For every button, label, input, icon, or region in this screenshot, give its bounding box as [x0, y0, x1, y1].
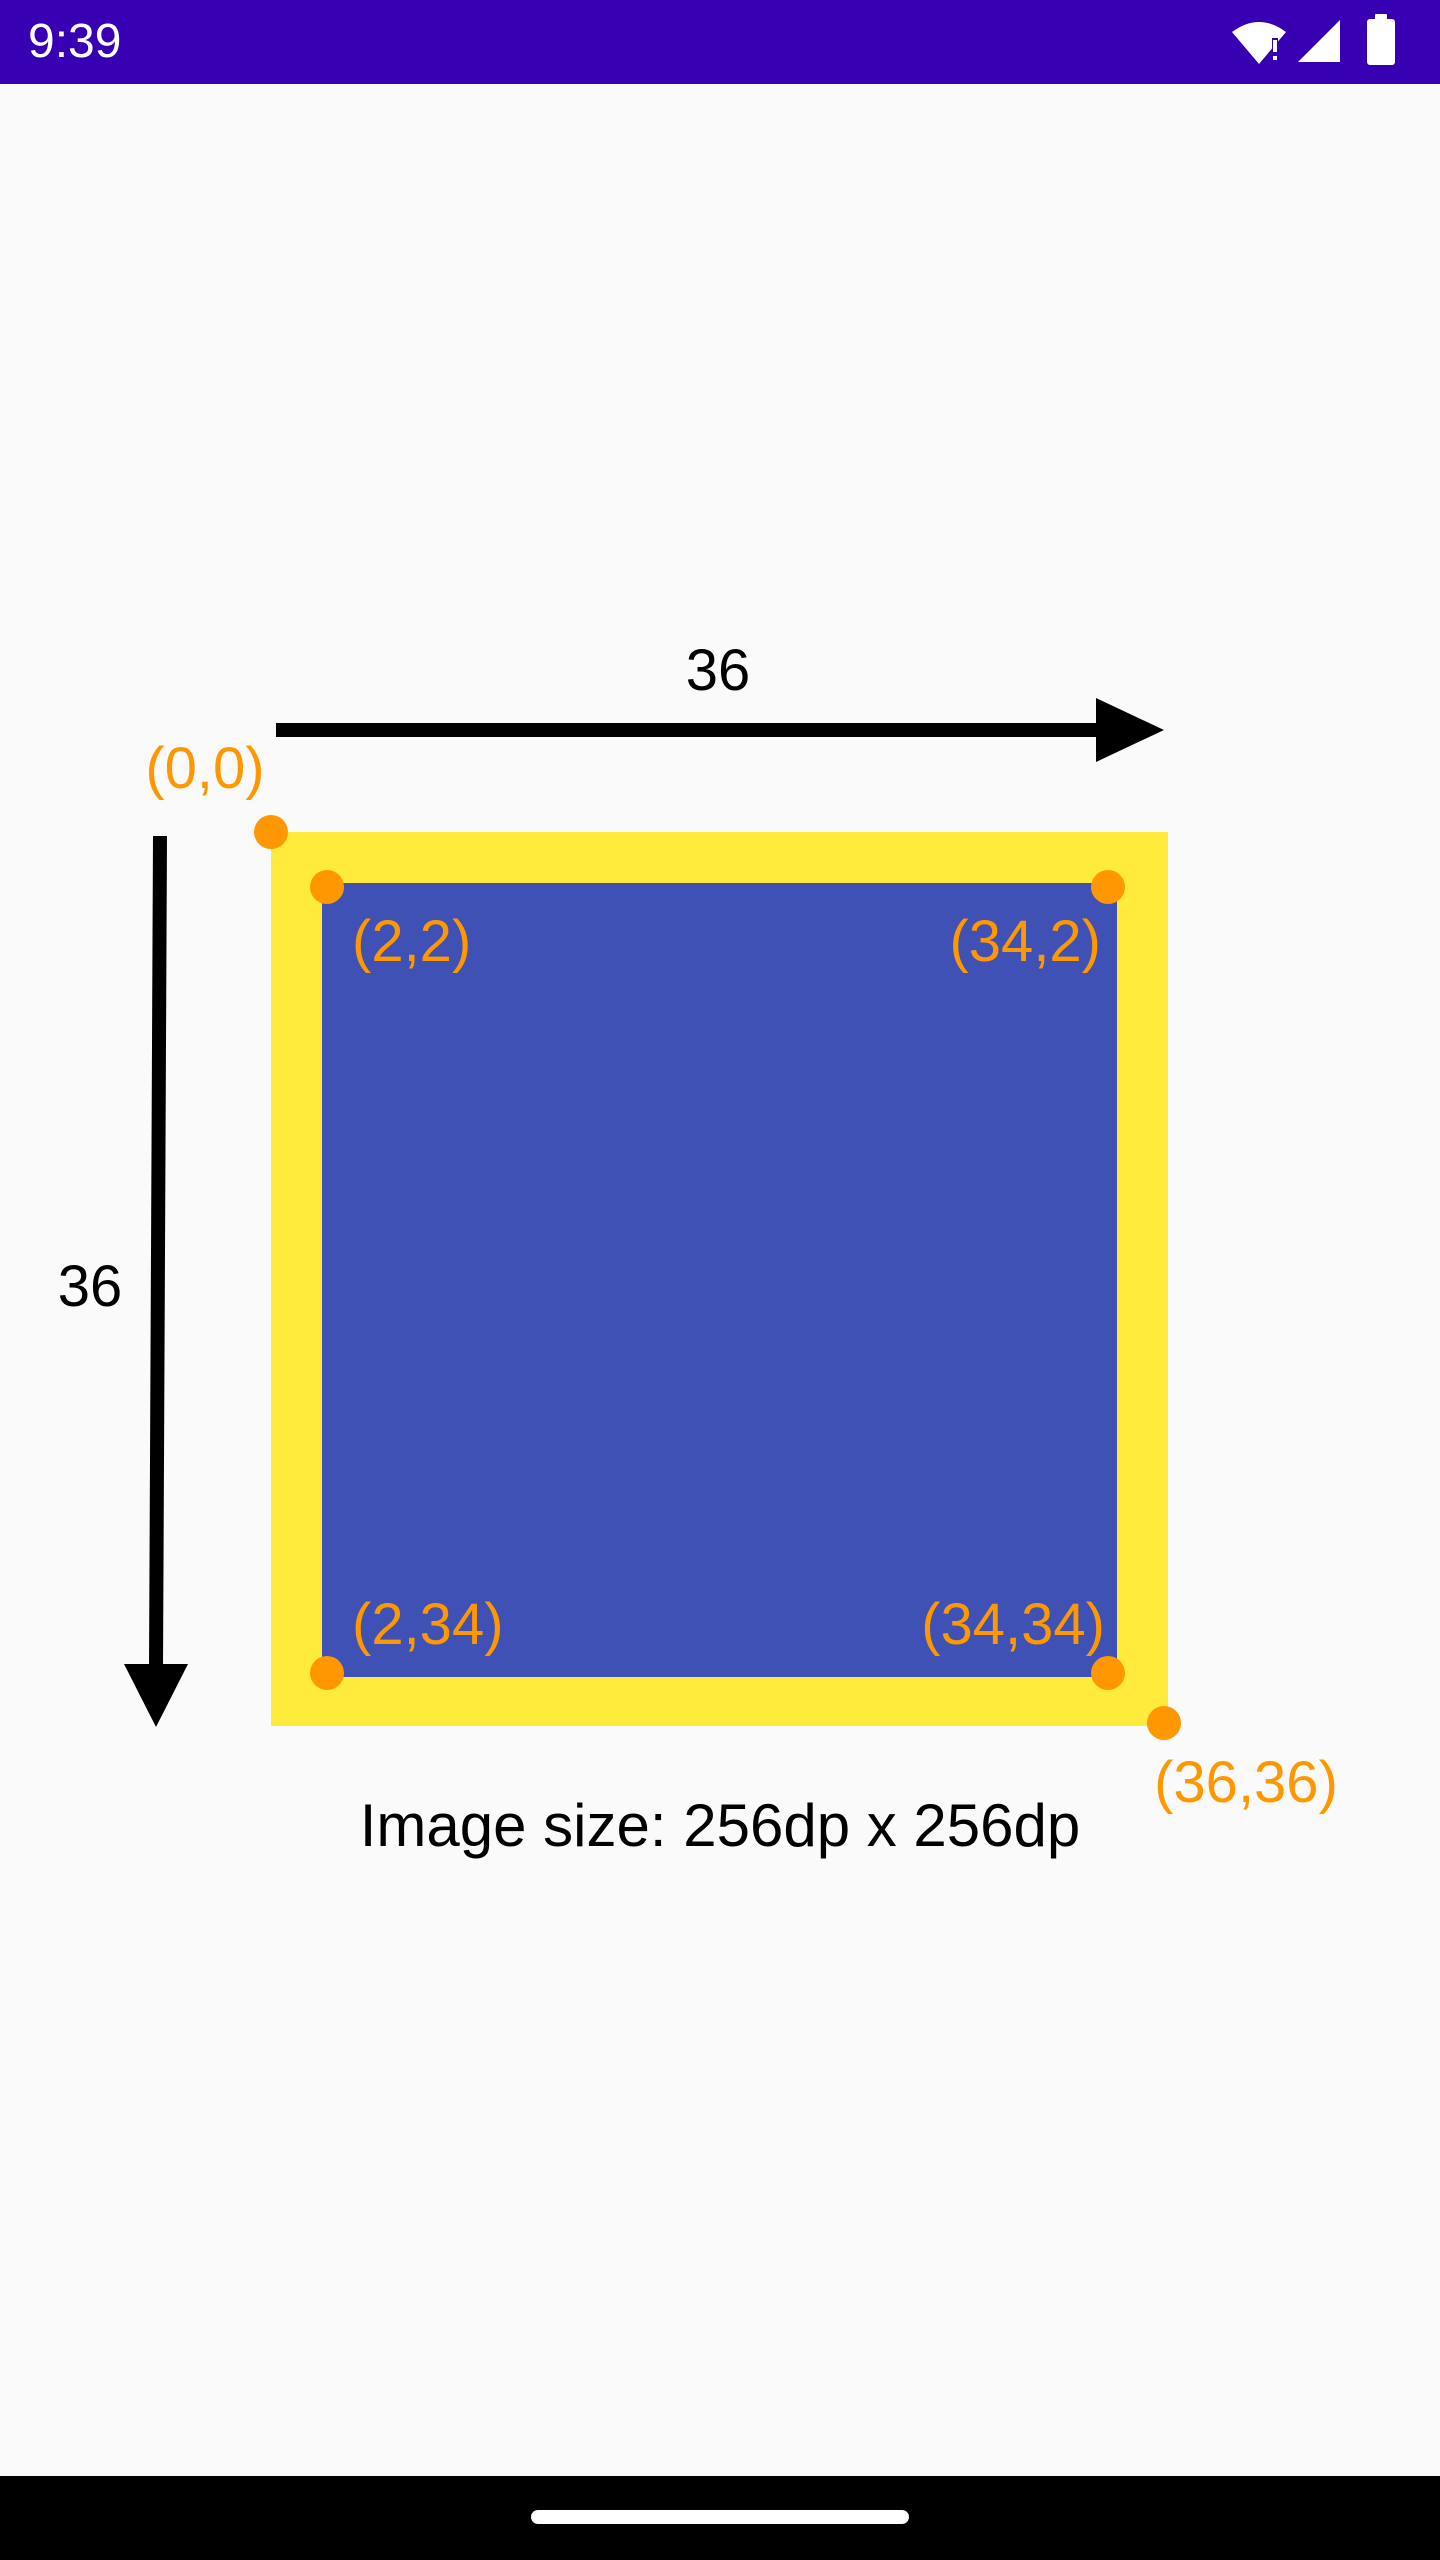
- signal-icon: [1298, 20, 1340, 62]
- width-label: 36: [686, 638, 751, 703]
- height-arrow-line: [149, 835, 167, 1669]
- home-indicator[interactable]: [531, 2510, 909, 2524]
- label-origin: (0,0): [145, 736, 264, 801]
- point-origin: [254, 815, 288, 849]
- width-arrow-head: [1096, 698, 1164, 762]
- status-time: 9:39: [28, 15, 122, 68]
- point-bottom-right-inner: [1091, 1656, 1125, 1690]
- content-area: 36 36 (0,0) (2,2) (34,2) (2,34) (34,34) …: [0, 84, 1440, 2476]
- point-top-right-inner: [1091, 870, 1125, 904]
- wifi-icon: [1232, 22, 1286, 64]
- coordinate-diagram: 36 36 (0,0) (2,2) (34,2) (2,34) (34,34) …: [58, 638, 1338, 1815]
- point-bottom-left-inner: [310, 1656, 344, 1690]
- status-icons: [1220, 0, 1440, 84]
- image-size-caption: Image size: 256dp x 256dp: [359, 1792, 1081, 1859]
- inner-square: [322, 883, 1117, 1677]
- status-bar: 9:39: [0, 0, 1440, 84]
- navigation-bar: [0, 2476, 1440, 2560]
- point-top-left-inner: [310, 870, 344, 904]
- label-bottom-right-inner: (34,34): [921, 1592, 1105, 1657]
- height-arrow-head: [124, 1664, 188, 1727]
- point-bottom-right-outer: [1147, 1706, 1181, 1740]
- label-top-right-inner: (34,2): [949, 909, 1101, 974]
- label-bottom-right-outer: (36,36): [1154, 1750, 1338, 1815]
- label-bottom-left-inner: (2,34): [352, 1592, 504, 1657]
- battery-icon: [1367, 14, 1395, 65]
- label-top-left-inner: (2,2): [352, 909, 471, 974]
- height-label: 36: [58, 1254, 123, 1319]
